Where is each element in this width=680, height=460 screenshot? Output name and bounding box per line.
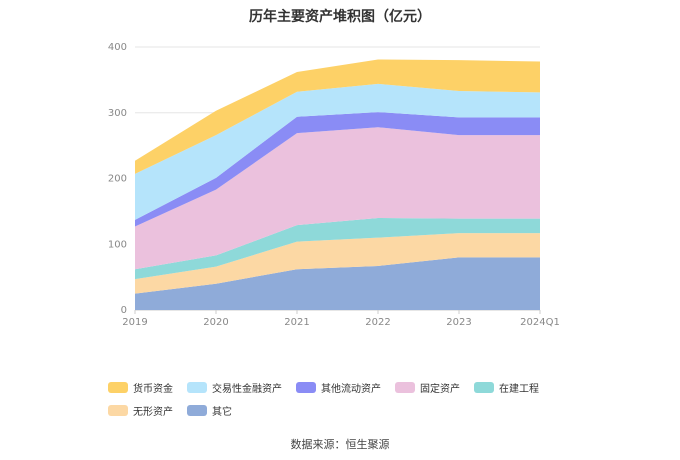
legend-item[interactable]: 在建工程 [474, 380, 539, 395]
legend-item[interactable]: 其它 [187, 403, 232, 418]
legend-item[interactable]: 固定资产 [395, 380, 460, 395]
axes: 0 100 200 300 400 2019 2020 2021 2022 2023 2024Q1 [108, 42, 560, 328]
stacked-area-chart: 0 100 200 300 400 2019 2020 2021 2022 2023 2024Q1 [108, 42, 560, 328]
x-tick-label: 2024Q1 [520, 317, 560, 328]
legend-swatch [187, 405, 207, 416]
legend-swatch [395, 382, 415, 393]
area-series-其他流动资产 [135, 112, 540, 227]
legend-label: 无形资产 [133, 407, 173, 418]
legend-item[interactable]: 交易性金融资产 [187, 380, 282, 395]
chart-title: 历年主要资产堆积图（亿元） [249, 9, 431, 25]
legend-swatch [108, 405, 128, 416]
legend-label: 货币资金 [133, 384, 173, 395]
y-tick-label: 400 [108, 42, 127, 53]
area-series [135, 59, 540, 310]
y-tick-label: 100 [108, 239, 127, 250]
area-series-其它 [135, 257, 540, 310]
y-tick-label: 0 [121, 305, 127, 316]
legend-item[interactable]: 无形资产 [108, 403, 173, 418]
legend-label: 固定资产 [420, 384, 460, 395]
x-tick-label: 2021 [284, 317, 309, 328]
x-tick-label: 2020 [203, 317, 228, 328]
legend-swatch [474, 382, 494, 393]
legend-label: 其它 [212, 407, 232, 418]
legend-swatch [108, 382, 128, 393]
area-series-交易性金融资产 [135, 83, 540, 220]
chart-legend: 货币资金 交易性金融资产 其他流动资产 固定资产 在建工程无形资产 其它 [108, 378, 608, 424]
legend-label: 其他流动资产 [321, 384, 381, 395]
area-series-在建工程 [135, 217, 540, 280]
legend-item[interactable]: 其他流动资产 [296, 380, 381, 395]
data-source: 数据来源：恒生聚源 [290, 438, 390, 451]
legend-swatch [187, 382, 207, 393]
x-tick-label: 2022 [365, 317, 390, 328]
area-series-无形资产 [135, 233, 540, 294]
legend-label: 在建工程 [499, 384, 539, 395]
y-tick-label: 200 [108, 174, 127, 185]
y-tick-label: 300 [108, 108, 127, 119]
legend-label: 交易性金融资产 [212, 384, 282, 395]
x-tick-label: 2019 [122, 317, 147, 328]
legend-item[interactable]: 货币资金 [108, 380, 173, 395]
area-series-固定资产 [135, 127, 540, 270]
legend-swatch [296, 382, 316, 393]
area-series-货币资金 [135, 59, 540, 174]
x-tick-label: 2023 [446, 317, 471, 328]
